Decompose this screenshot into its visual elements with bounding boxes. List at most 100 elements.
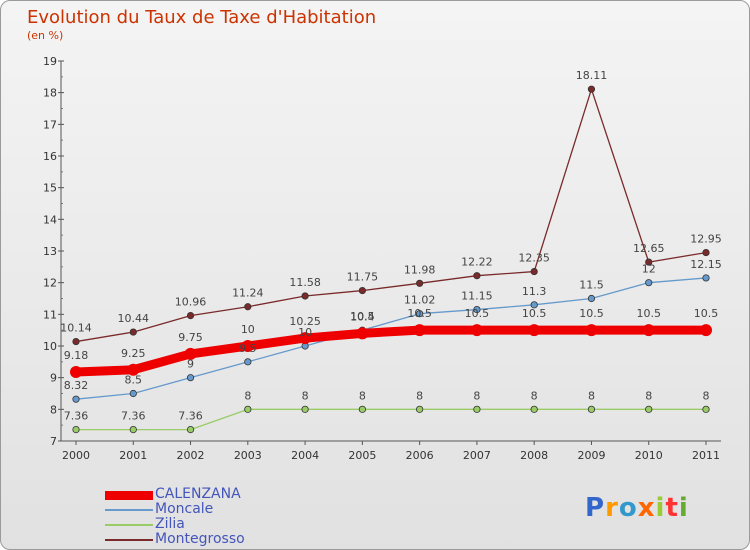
data-label: 10.4 [350,310,375,323]
data-point [72,425,80,434]
data-label: 12.35 [518,252,550,265]
data-label: 8 [473,389,480,402]
data-label: 10.5 [465,307,490,320]
y-tick-label: 7 [50,435,57,448]
data-label: 10 [241,323,255,336]
x-tick-label: 2003 [234,449,262,462]
legend-label: Moncale [155,501,214,517]
data-label: 8 [416,389,423,402]
data-point [587,405,596,413]
data-label: 7.36 [178,410,203,423]
data-point [72,395,80,403]
y-tick-label: 18 [43,87,57,100]
data-label: 10.44 [118,312,150,325]
y-tick-label: 9 [50,372,57,385]
data-point [473,272,481,280]
data-label: 9.25 [121,347,146,360]
data-label: 11.98 [404,263,436,276]
data-point [129,328,137,336]
legend-swatch [105,509,153,511]
data-label: 7.36 [64,410,89,423]
x-tick-label: 2010 [635,449,663,462]
x-tick-label: 2002 [177,449,205,462]
data-point [470,324,483,337]
data-label: 10.25 [289,315,321,328]
data-point [702,274,710,282]
data-point [301,292,309,300]
data-label: 12.65 [633,242,665,255]
data-label: 8 [645,389,652,402]
data-label: 10.5 [350,310,375,323]
legend-item-moncale: Moncale [105,501,325,518]
data-label: 8 [359,389,366,402]
data-point [416,279,424,287]
data-point [299,332,312,345]
data-label: 8.32 [64,379,89,392]
series-line-calenzana [71,325,711,377]
data-label: 18.11 [576,69,608,82]
data-point [244,405,252,413]
x-tick-label: 2001 [119,449,147,462]
x-tick-label: 2009 [577,449,605,462]
data-label: 8 [703,389,710,402]
data-label: 8 [588,389,595,402]
data-label: 11.75 [347,271,379,284]
data-point [473,405,481,413]
data-label: 7.36 [121,410,146,423]
data-point [587,85,596,93]
data-label: 8.5 [125,374,143,387]
series-line-montegrosso [75,88,707,343]
data-point [702,405,710,413]
y-tick-label: 13 [43,245,57,258]
data-point [528,324,541,337]
data-point [642,324,655,337]
data-point [530,267,538,276]
data-label: 10.14 [60,322,92,335]
data-label: 10 [298,326,312,339]
legend-item-calenzana: CALENZANA [105,486,325,503]
data-label: 9.18 [64,349,89,362]
proxiti-logo: Proxiti [585,493,689,523]
y-tick-label: 14 [43,213,57,226]
data-point [244,358,252,366]
x-tick-label: 2000 [62,449,90,462]
data-label: 12.22 [461,256,493,269]
data-point [184,347,197,360]
data-point [358,286,366,295]
data-label: 11.24 [232,287,264,300]
data-label: 11.02 [404,294,436,307]
data-label: 11.3 [522,285,547,298]
data-point [358,405,366,413]
data-point [129,425,137,434]
data-label: 10.5 [636,307,661,320]
x-tick-label: 2006 [406,449,434,462]
chart-title: Evolution du Taux de Taxe d'Habitation [27,7,377,28]
data-point [72,337,80,346]
x-tick-label: 2004 [291,449,319,462]
x-tick-label: 2008 [520,449,548,462]
y-tick-label: 16 [43,150,57,163]
x-tick-label: 2011 [692,449,720,462]
data-label: 9.5 [239,342,257,355]
data-point [416,405,424,413]
data-label: 8 [302,389,309,402]
legend-item-zilia: Zilia [105,516,325,533]
data-point [530,301,538,309]
data-point [186,311,195,320]
x-tick-label: 2007 [463,449,491,462]
data-point [244,303,252,311]
chart-subtitle: (en %) [27,29,64,42]
data-point [645,279,653,287]
data-point [702,248,710,257]
x-tick-label: 2005 [348,449,376,462]
data-point [70,365,82,378]
series-line-zilia [75,408,707,431]
data-point [645,405,653,413]
data-label: 8 [531,389,538,402]
series-line-moncale [75,277,707,400]
legend-swatch [105,539,153,541]
data-label: 10.5 [407,307,432,320]
data-point [186,374,195,382]
data-label: 12.95 [690,233,722,246]
